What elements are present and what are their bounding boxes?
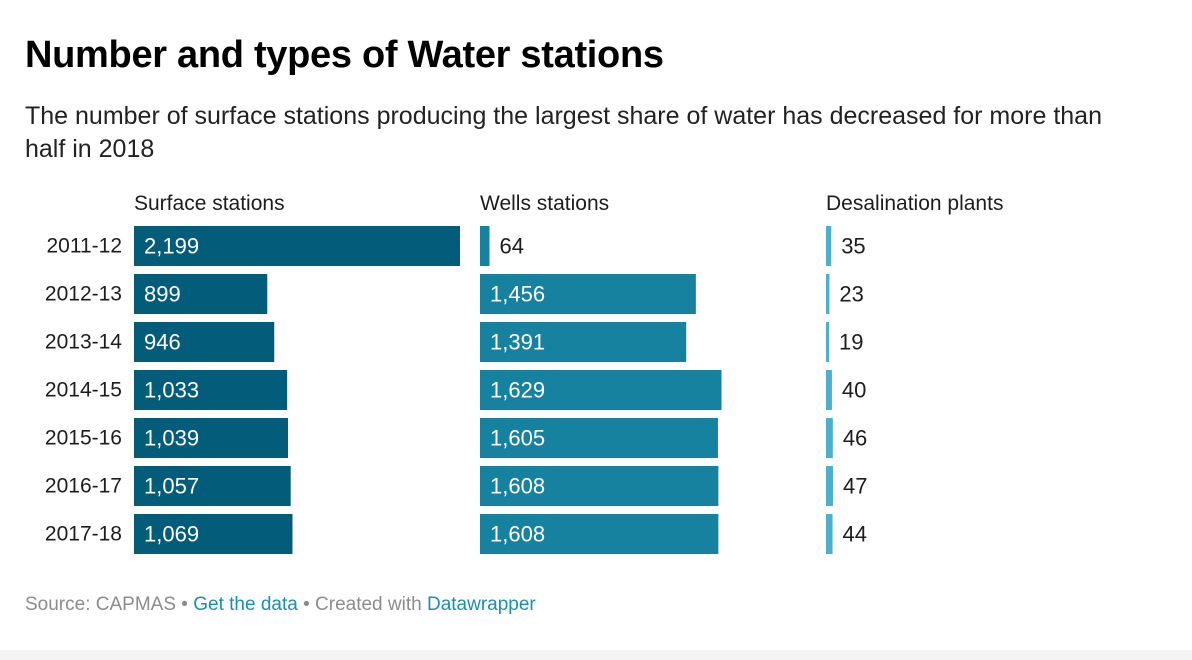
value-label: 1,033: [144, 378, 199, 403]
value-label: 40: [842, 378, 866, 403]
value-label: 946: [144, 330, 181, 355]
bar: [134, 226, 460, 266]
value-label: 899: [144, 282, 181, 307]
bar: [134, 514, 293, 554]
category-label: 2015-16: [45, 427, 122, 450]
value-label: 47: [843, 474, 867, 499]
bar: [480, 370, 722, 410]
bar: [826, 514, 833, 554]
bar: [134, 322, 275, 362]
value-label: 19: [839, 330, 863, 355]
bar: [826, 466, 833, 506]
bar: [826, 370, 832, 410]
value-label: 2,199: [144, 234, 199, 259]
value-label: 1,456: [490, 282, 545, 307]
source-text: Source: CAPMAS: [25, 594, 176, 615]
bar: [480, 322, 687, 362]
category-label: 2014-15: [45, 379, 122, 402]
bar: [480, 274, 696, 314]
bar: [134, 274, 268, 314]
chart-title: Number and types of Water stations: [25, 34, 664, 76]
value-label: 1,608: [490, 522, 545, 547]
bar: [826, 274, 830, 314]
bar: [134, 466, 291, 506]
bar: [134, 418, 289, 458]
chart-subtitle: The number of surface stations producing…: [25, 102, 1102, 163]
created-with-text: Created with: [315, 594, 427, 615]
value-label: 1,629: [490, 378, 545, 403]
value-label: 1,605: [490, 426, 545, 451]
value-label: 1,391: [490, 330, 545, 355]
bar: [480, 226, 490, 266]
value-label: 44: [843, 522, 867, 547]
datawrapper-link[interactable]: Datawrapper: [426, 594, 536, 615]
value-label: 23: [839, 282, 863, 307]
value-label: 35: [841, 234, 865, 259]
bar: [826, 418, 833, 458]
value-label: 46: [843, 426, 867, 451]
value-label: 1,069: [144, 522, 199, 547]
bar: [826, 226, 832, 266]
value-label: 1,057: [144, 474, 199, 499]
category-label: 2016-17: [45, 475, 122, 498]
bar: [480, 418, 718, 458]
bar-chart: 2011-12 2012-13 2013-14 2014-15 2015-16 2016-…: [45, 192, 1003, 554]
series-header: Desalination plants: [826, 192, 1003, 215]
series-header: Surface stations: [134, 192, 285, 215]
bar: [826, 322, 829, 362]
chart-footer: Source: CAPMAS • Get the data • Created …: [25, 594, 536, 616]
category-label: 2013-14: [45, 331, 122, 354]
value-label: 1,039: [144, 426, 199, 451]
value-label: 1,608: [490, 474, 545, 499]
value-label: 64: [499, 234, 523, 259]
category-label: 2011-12: [46, 235, 122, 258]
category-label: 2017-18: [45, 523, 122, 546]
bar: [134, 370, 288, 410]
get-the-data-link[interactable]: Get the data: [193, 594, 298, 615]
bottom-strip: [0, 650, 1192, 660]
series-header: Wells stations: [480, 192, 609, 215]
bar: [480, 466, 719, 506]
separator-dot: •: [297, 594, 316, 615]
separator-dot: •: [176, 594, 194, 615]
category-label: 2012-13: [45, 283, 122, 306]
bar: [480, 514, 719, 554]
